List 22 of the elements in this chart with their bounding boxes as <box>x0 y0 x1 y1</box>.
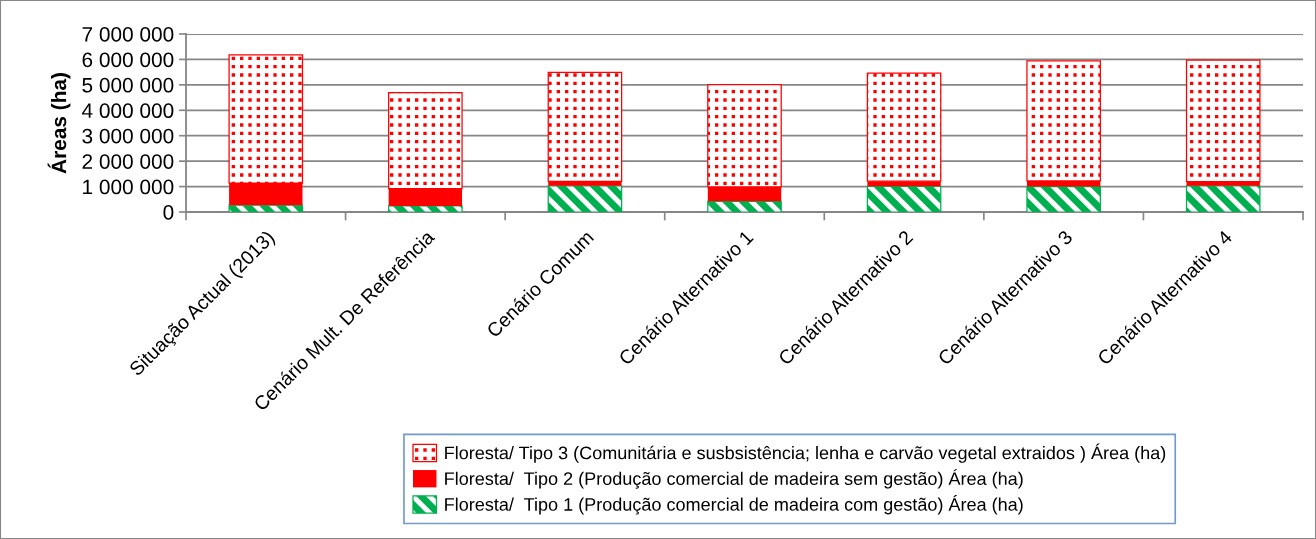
y-tick-label: 7 000 000 <box>82 27 174 42</box>
bar <box>866 185 942 212</box>
y-tick-label: 3 000 000 <box>82 128 174 144</box>
bar <box>1185 59 1261 183</box>
bar <box>547 185 623 212</box>
y-tick-label: 4 000 000 <box>82 103 174 119</box>
bar <box>228 204 304 212</box>
bar <box>866 72 942 182</box>
bar <box>388 205 463 212</box>
y-tick-label: 0 <box>163 205 174 220</box>
y-tick-label: 5 000 000 <box>82 77 174 93</box>
y-tick-label: 1 000 000 <box>83 179 174 195</box>
y-tick-label: 2 000 000 <box>82 154 174 169</box>
bar <box>707 200 782 212</box>
y-tick-label: 6 000 000 <box>82 52 174 68</box>
bar <box>1185 185 1261 212</box>
legend-label: Floresta/ Tipo 1 (Produção comercial de madeira com gestão) Área (ha) <box>445 494 1023 515</box>
legend-label: Floresta/ Tipo 2 (Produção comercial de madeira sem gestão) Área (ha) <box>445 469 1023 489</box>
bar <box>547 71 623 183</box>
y-axis-title: Áreas (ha) <box>47 73 71 174</box>
legend-label: Floresta/ Tipo 3 (Comunitária e susbsistência; lenha e carvão vegetal extraidos ) Área (ha) <box>445 443 1166 463</box>
bar <box>1026 185 1101 212</box>
